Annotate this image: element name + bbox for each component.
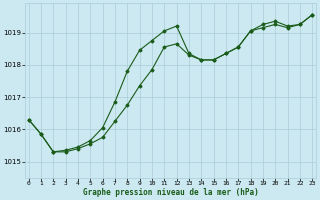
X-axis label: Graphe pression niveau de la mer (hPa): Graphe pression niveau de la mer (hPa) (83, 188, 258, 197)
